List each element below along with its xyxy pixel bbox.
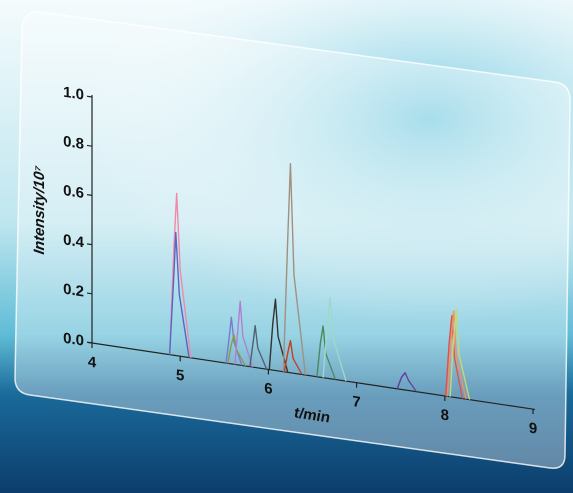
y-tick bbox=[87, 96, 92, 97]
x-tick-label: 6 bbox=[264, 380, 272, 398]
x-tick-label: 7 bbox=[352, 393, 360, 411]
y-tick-label: 0.0 bbox=[63, 330, 84, 350]
x-tick-label: 8 bbox=[441, 406, 449, 424]
y-tick-label: 0.2 bbox=[63, 281, 84, 301]
y-axis-label: Intensity/10⁷ bbox=[31, 165, 48, 256]
y-tick-label: 1.0 bbox=[63, 84, 84, 104]
x-tick-label: 4 bbox=[88, 353, 97, 371]
y-tick-label: 0.6 bbox=[63, 182, 84, 202]
x-tick-label: 9 bbox=[529, 420, 537, 438]
y-tick-label: 0.8 bbox=[63, 133, 84, 153]
y-tick bbox=[87, 342, 92, 343]
x-tick-label: 5 bbox=[176, 367, 184, 385]
y-tick bbox=[87, 195, 92, 196]
y-tick-label: 0.4 bbox=[63, 231, 84, 251]
chart: t/min Intensity/10⁷ 0.00.20.40.60.81.045… bbox=[0, 0, 573, 493]
y-tick bbox=[87, 244, 92, 245]
y-tick bbox=[87, 145, 92, 146]
y-tick bbox=[87, 293, 92, 294]
